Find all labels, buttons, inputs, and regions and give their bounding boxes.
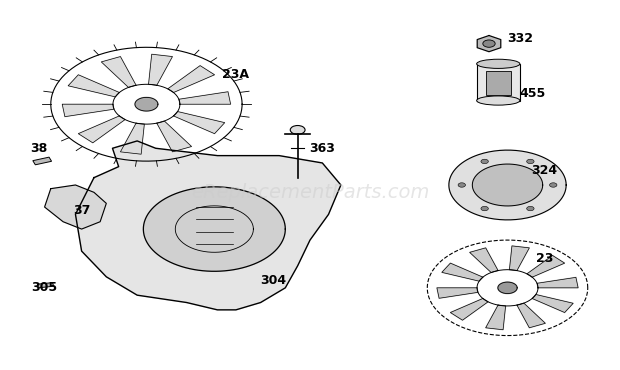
Bar	[486, 71, 511, 95]
Text: 38: 38	[30, 142, 47, 155]
Polygon shape	[477, 36, 501, 52]
Polygon shape	[149, 54, 172, 85]
Polygon shape	[537, 278, 578, 288]
Circle shape	[526, 206, 534, 211]
Text: 305: 305	[32, 281, 58, 294]
Polygon shape	[62, 104, 114, 117]
Text: eReplacementParts.com: eReplacementParts.com	[191, 183, 429, 202]
Bar	[477, 64, 520, 101]
Text: 324: 324	[531, 164, 557, 177]
Polygon shape	[168, 65, 215, 92]
Polygon shape	[78, 116, 125, 143]
Circle shape	[526, 159, 534, 164]
Polygon shape	[450, 299, 488, 320]
Polygon shape	[179, 92, 231, 104]
Text: 23: 23	[536, 252, 553, 265]
Polygon shape	[498, 282, 517, 293]
Polygon shape	[68, 75, 119, 97]
Polygon shape	[470, 248, 498, 273]
Bar	[33, 157, 51, 165]
Text: 455: 455	[519, 87, 546, 100]
Polygon shape	[532, 295, 573, 313]
Polygon shape	[449, 150, 566, 220]
Text: 304: 304	[260, 274, 286, 287]
Circle shape	[290, 125, 305, 134]
Circle shape	[458, 183, 466, 187]
Polygon shape	[442, 263, 483, 281]
Text: 332: 332	[507, 31, 533, 45]
Ellipse shape	[477, 96, 520, 105]
Polygon shape	[485, 305, 505, 330]
Polygon shape	[120, 123, 144, 154]
Polygon shape	[76, 141, 341, 310]
Text: 363: 363	[309, 142, 335, 155]
Polygon shape	[437, 288, 478, 298]
Polygon shape	[45, 185, 106, 229]
Polygon shape	[135, 97, 158, 111]
Polygon shape	[472, 164, 542, 206]
Polygon shape	[527, 255, 565, 277]
Bar	[37, 283, 53, 288]
Polygon shape	[101, 57, 136, 87]
Text: 37: 37	[73, 204, 91, 217]
Polygon shape	[517, 303, 546, 328]
Polygon shape	[174, 111, 224, 134]
Circle shape	[481, 159, 489, 164]
Polygon shape	[510, 246, 529, 270]
Ellipse shape	[477, 59, 520, 68]
Circle shape	[549, 183, 557, 187]
Circle shape	[481, 206, 489, 211]
Polygon shape	[143, 187, 285, 271]
Circle shape	[483, 40, 495, 47]
Polygon shape	[157, 121, 192, 152]
Text: 23A: 23A	[223, 68, 249, 81]
